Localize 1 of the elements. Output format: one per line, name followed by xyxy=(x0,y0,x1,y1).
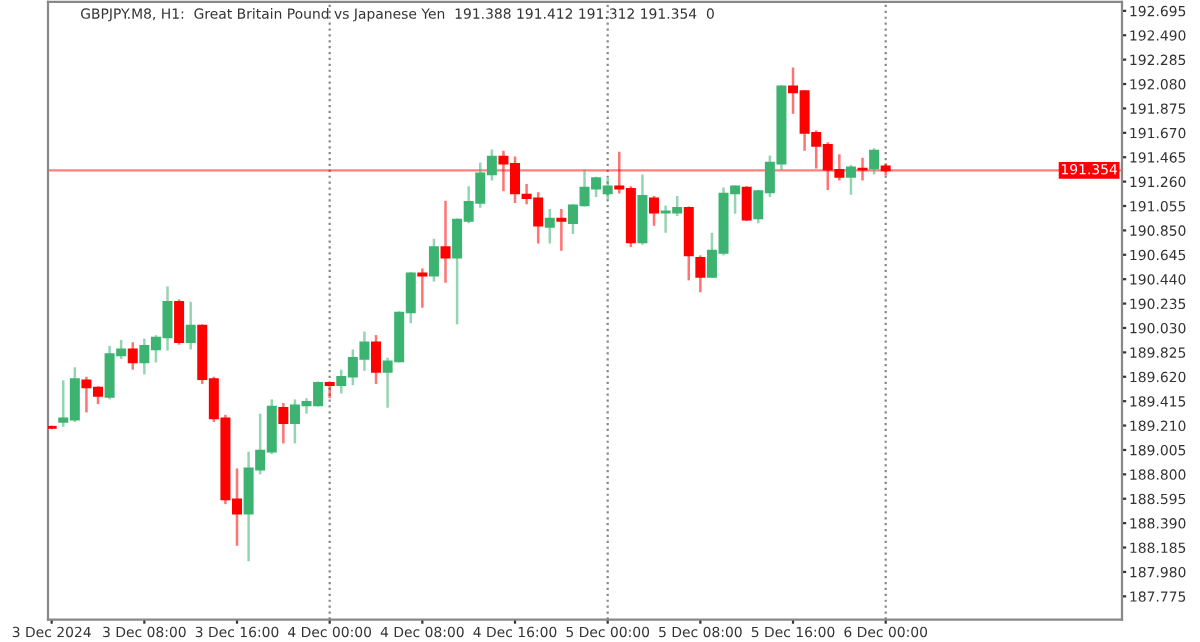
candlestick xyxy=(741,185,752,223)
